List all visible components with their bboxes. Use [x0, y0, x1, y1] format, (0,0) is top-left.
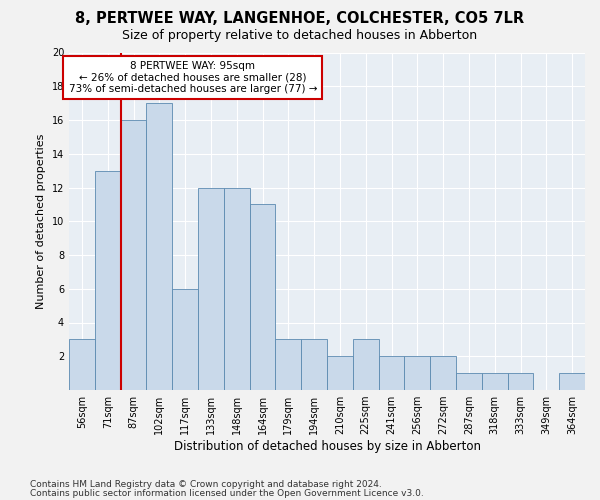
Bar	[508, 373, 533, 390]
Bar	[224, 188, 250, 390]
Text: Size of property relative to detached houses in Abberton: Size of property relative to detached ho…	[122, 29, 478, 42]
Bar	[482, 373, 508, 390]
Bar	[146, 103, 172, 390]
Bar	[404, 356, 430, 390]
Bar	[198, 188, 224, 390]
Bar	[456, 373, 482, 390]
Bar	[559, 373, 585, 390]
Bar	[301, 340, 327, 390]
Text: Contains HM Land Registry data © Crown copyright and database right 2024.: Contains HM Land Registry data © Crown c…	[30, 480, 382, 489]
Bar	[250, 204, 275, 390]
Bar	[379, 356, 404, 390]
Bar	[69, 340, 95, 390]
Bar	[95, 170, 121, 390]
Bar	[353, 340, 379, 390]
Y-axis label: Number of detached properties: Number of detached properties	[36, 134, 46, 309]
Text: 8, PERTWEE WAY, LANGENHOE, COLCHESTER, CO5 7LR: 8, PERTWEE WAY, LANGENHOE, COLCHESTER, C…	[76, 11, 524, 26]
Bar	[121, 120, 146, 390]
Text: Contains public sector information licensed under the Open Government Licence v3: Contains public sector information licen…	[30, 489, 424, 498]
X-axis label: Distribution of detached houses by size in Abberton: Distribution of detached houses by size …	[173, 440, 481, 453]
Bar	[430, 356, 456, 390]
Text: 8 PERTWEE WAY: 95sqm
← 26% of detached houses are smaller (28)
73% of semi-detac: 8 PERTWEE WAY: 95sqm ← 26% of detached h…	[68, 61, 317, 94]
Bar	[172, 289, 198, 390]
Bar	[275, 340, 301, 390]
Bar	[327, 356, 353, 390]
